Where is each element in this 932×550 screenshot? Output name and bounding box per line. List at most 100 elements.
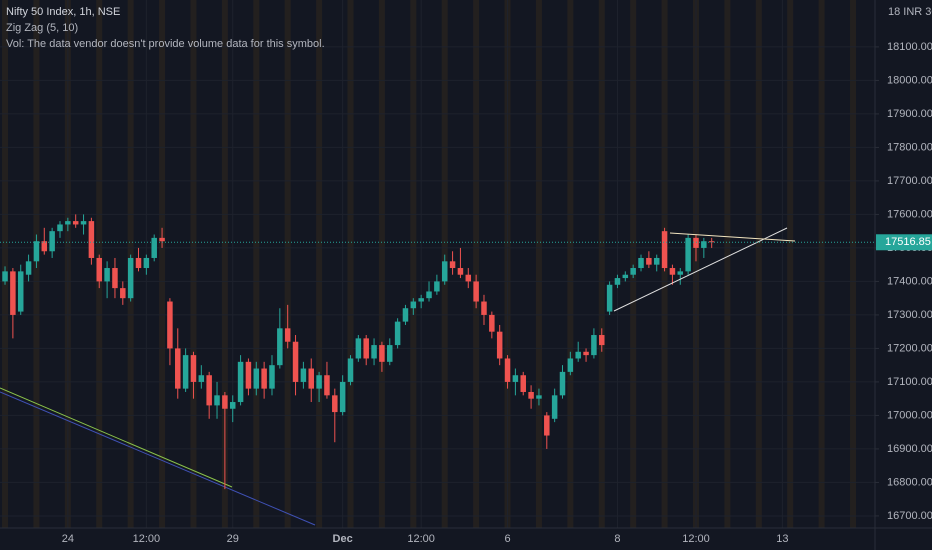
y-tick-label: 17900.00 [887,108,932,120]
candle-body [190,355,197,382]
candle-body [567,358,574,372]
y-tick-label: 17400.00 [887,275,932,287]
session-stripe [567,0,574,528]
y-tick-label: 18100.00 [887,41,932,53]
candle-body [473,281,479,302]
candle-body [72,221,79,225]
y-tick-label: 17300.00 [887,309,932,321]
candle-body [434,281,440,292]
session-stripe [284,0,291,528]
x-tick-label: 12:00 [407,533,435,545]
y-tick-label: 16700.00 [887,510,932,522]
session-stripe [316,0,323,528]
session-stripe [473,0,480,528]
trend-line [613,227,788,312]
session-stripe [221,0,228,528]
candle-body [457,268,464,275]
candle-body [606,284,613,312]
candle-body [151,237,157,258]
candle-body [544,415,550,436]
y-tick-label: 17800.00 [887,141,932,153]
candle-body [104,268,110,282]
candle-body [701,241,707,248]
y-tick-label: 17100.00 [887,376,932,388]
session-stripe [159,0,166,528]
candle-body [441,261,448,282]
candle-body [489,314,495,332]
candle-body [339,381,346,413]
candle-body [182,355,189,389]
candle-body [308,368,314,389]
candle-body [49,231,55,252]
x-tick-label: 8 [614,533,620,545]
candle-body [112,268,118,289]
candle-body [536,395,542,399]
candle-body [661,231,668,269]
candle-body [387,345,393,362]
candle-body [355,338,362,359]
volume-note: Vol: The data vendor doesn't provide vol… [6,38,325,50]
zigzag-line [0,391,316,526]
session-stripe [2,0,9,528]
candle-body [622,274,629,279]
candle-body [65,221,71,225]
last-price-label: 17516.85 [885,236,931,248]
candle-body [614,278,621,285]
candle-body [143,257,150,269]
session-stripe [724,0,731,528]
candle-body [292,341,299,382]
candle-body [332,395,338,413]
candle-body [25,261,32,275]
candle-body [127,257,134,299]
candle-body [214,395,220,406]
candle-body [80,221,87,225]
session-stripe [818,0,825,528]
candle-body [520,375,526,392]
candle-body [167,301,173,349]
candle-body [222,395,228,409]
candle-body [449,261,456,269]
x-tick-label: 12:00 [133,533,161,545]
y-tick-label: 16800.00 [887,476,932,488]
candle-body [269,365,275,389]
candle-body [653,257,660,265]
y-tick-label: 16900.00 [887,443,932,455]
candle-body [347,358,354,382]
candle-body [481,301,487,315]
candle-body [88,221,95,258]
session-stripe [190,0,197,528]
indicator-label: Zig Zag (5, 10) [6,22,78,34]
candle-body [363,338,369,359]
candle-body [253,368,260,389]
session-stripe [755,0,762,528]
candle-body [394,321,401,346]
session-stripe [378,0,385,528]
candle-body [426,291,432,299]
session-stripe [253,0,260,528]
y-tick-label: 17200.00 [887,342,932,354]
y-tick-label: 17600.00 [887,208,932,220]
candle-body [496,331,503,359]
candle-body [198,375,205,382]
candle-body [504,358,511,382]
candle-body [630,268,636,275]
candle-body [465,274,472,282]
candle-body [237,361,244,403]
y-tick-label: 17000.00 [887,409,932,421]
trend-line [669,232,796,242]
session-stripe [850,0,857,528]
candle-body [551,395,558,419]
session-stripe [347,0,354,528]
session-stripe [598,0,605,528]
candles [2,214,715,490]
x-tick-label: 6 [504,533,510,545]
candle-body [135,257,142,269]
candle-body [284,328,291,342]
candle-body [277,328,283,366]
chart-title: Nifty 50 Index, 1h, NSE [6,6,120,18]
candle-body [159,237,165,242]
candle-body [402,308,409,322]
candle-body [591,335,597,356]
candle-body [96,257,102,282]
